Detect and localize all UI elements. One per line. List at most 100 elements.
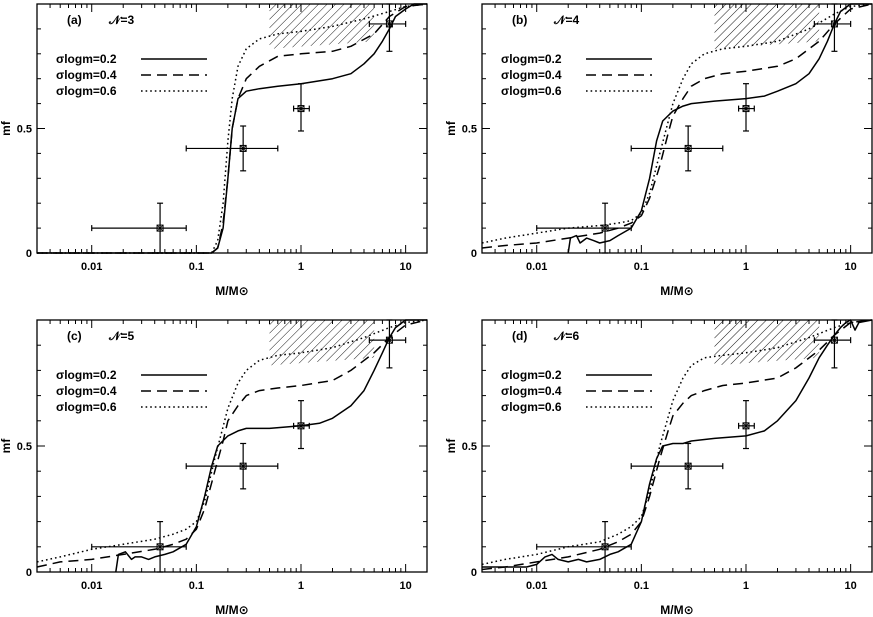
observation-point [630, 442, 724, 490]
observation-point [91, 520, 187, 573]
legend-label: σlogm=0.4 [501, 68, 562, 82]
y-axis-label: mf [0, 120, 13, 136]
n-label: 𝒩=4 [553, 13, 580, 27]
x-tick-label: 1 [743, 261, 749, 273]
observation-point [185, 442, 279, 490]
observation-marker [684, 462, 692, 470]
hatched-region [714, 320, 820, 366]
y-axis-label: mf [444, 438, 458, 454]
legend-label: σlogm=0.4 [56, 68, 117, 82]
series-line-3 [481, 3, 873, 244]
observation-marker [239, 462, 247, 470]
observation-marker-cross [386, 336, 393, 344]
observation-marker [297, 105, 305, 113]
x-tick-label: 0.1 [189, 580, 204, 592]
panel-label: (d) [512, 329, 527, 343]
observation-marker [156, 224, 164, 232]
y-tick-label: 0 [26, 248, 32, 260]
observation-point [738, 400, 755, 450]
legend-label: σlogm=0.2 [501, 368, 562, 382]
observation-point [536, 520, 632, 573]
hatched-region [269, 320, 375, 366]
x-tick-label: 10 [845, 580, 857, 592]
observation-marker-cross [742, 105, 750, 112]
observation-point [293, 83, 310, 132]
observation-point [368, 319, 407, 369]
x-tick-label: 0.1 [634, 580, 649, 592]
observation-marker-cross [831, 336, 838, 344]
legend-label: σlogm=0.4 [56, 384, 117, 398]
observation-marker-cross [831, 20, 838, 28]
observation-point [630, 125, 724, 172]
observation-marker-cross [684, 145, 692, 152]
legend-label: σlogm=0.2 [56, 52, 117, 66]
y-axis-label: mf [0, 438, 13, 454]
series-line-2 [36, 319, 428, 568]
y-tick-label: 0.5 [17, 441, 32, 453]
y-tick-label: 0.5 [462, 124, 477, 136]
series-line-2 [481, 319, 873, 571]
observation-marker [156, 543, 164, 551]
y-tick-label: 0 [471, 248, 477, 260]
legend: σlogm=0.2 σlogm=0.4 σlogm=0.6 [56, 368, 207, 414]
observation-marker [297, 422, 305, 430]
panel-label: (c) [67, 329, 82, 343]
x-axis-label: M/M⊙ [660, 284, 693, 298]
observation-marker [830, 20, 838, 28]
observation-marker [742, 422, 750, 430]
x-tick-label: 0.01 [526, 261, 547, 273]
x-tick-label: 1 [298, 261, 304, 273]
observation-point [185, 125, 279, 172]
series-line-1 [115, 319, 427, 573]
series-line-2 [481, 3, 873, 249]
observation-marker-cross [742, 422, 750, 430]
observation-marker-cross [386, 20, 393, 28]
x-tick-label: 0.1 [189, 261, 204, 273]
x-tick-label: 0.01 [526, 580, 547, 592]
legend-label: σlogm=0.6 [56, 84, 117, 98]
x-tick-label: 0.01 [81, 261, 102, 273]
observation-marker [385, 336, 393, 344]
panel-label: (b) [512, 13, 527, 27]
observation-marker [239, 144, 247, 152]
observation-marker-cross [297, 105, 305, 112]
observation-point [536, 202, 632, 254]
legend: σlogm=0.2 σlogm=0.4 σlogm=0.6 [56, 52, 207, 98]
observation-marker-cross [156, 224, 164, 232]
x-axis-label: M/M⊙ [215, 603, 248, 617]
y-tick-label: 0 [26, 567, 32, 579]
observation-point [738, 83, 755, 132]
hatched-region [714, 4, 820, 49]
x-tick-label: 1 [298, 580, 304, 592]
observation-marker-cross [297, 422, 305, 430]
legend-label: σlogm=0.2 [501, 52, 562, 66]
panel-label: (a) [67, 13, 82, 27]
series-line-3 [37, 3, 428, 254]
x-tick-label: 10 [400, 580, 412, 592]
legend-label: σlogm=0.6 [501, 400, 562, 414]
series-line-2 [37, 3, 428, 254]
y-tick-label: 0 [471, 567, 477, 579]
legend-label: σlogm=0.6 [56, 400, 117, 414]
observation-point [293, 400, 310, 450]
observation-marker [830, 336, 838, 344]
observation-marker [385, 20, 393, 28]
legend-label: σlogm=0.4 [501, 384, 562, 398]
y-tick-label: 0.5 [17, 124, 32, 136]
hatched-region [269, 4, 375, 49]
observation-point [368, 3, 407, 52]
x-axis-label: M/M⊙ [215, 284, 248, 298]
y-axis-label: mf [444, 120, 458, 136]
legend-label: σlogm=0.6 [501, 84, 562, 98]
x-tick-label: 10 [845, 261, 857, 273]
legend: σlogm=0.2 σlogm=0.4 σlogm=0.6 [501, 368, 652, 414]
x-tick-label: 10 [400, 261, 412, 273]
n-label: 𝒩=5 [108, 329, 135, 343]
y-tick-label: 0.5 [462, 441, 477, 453]
legend-label: σlogm=0.2 [56, 368, 117, 382]
observation-marker-cross [684, 462, 692, 470]
